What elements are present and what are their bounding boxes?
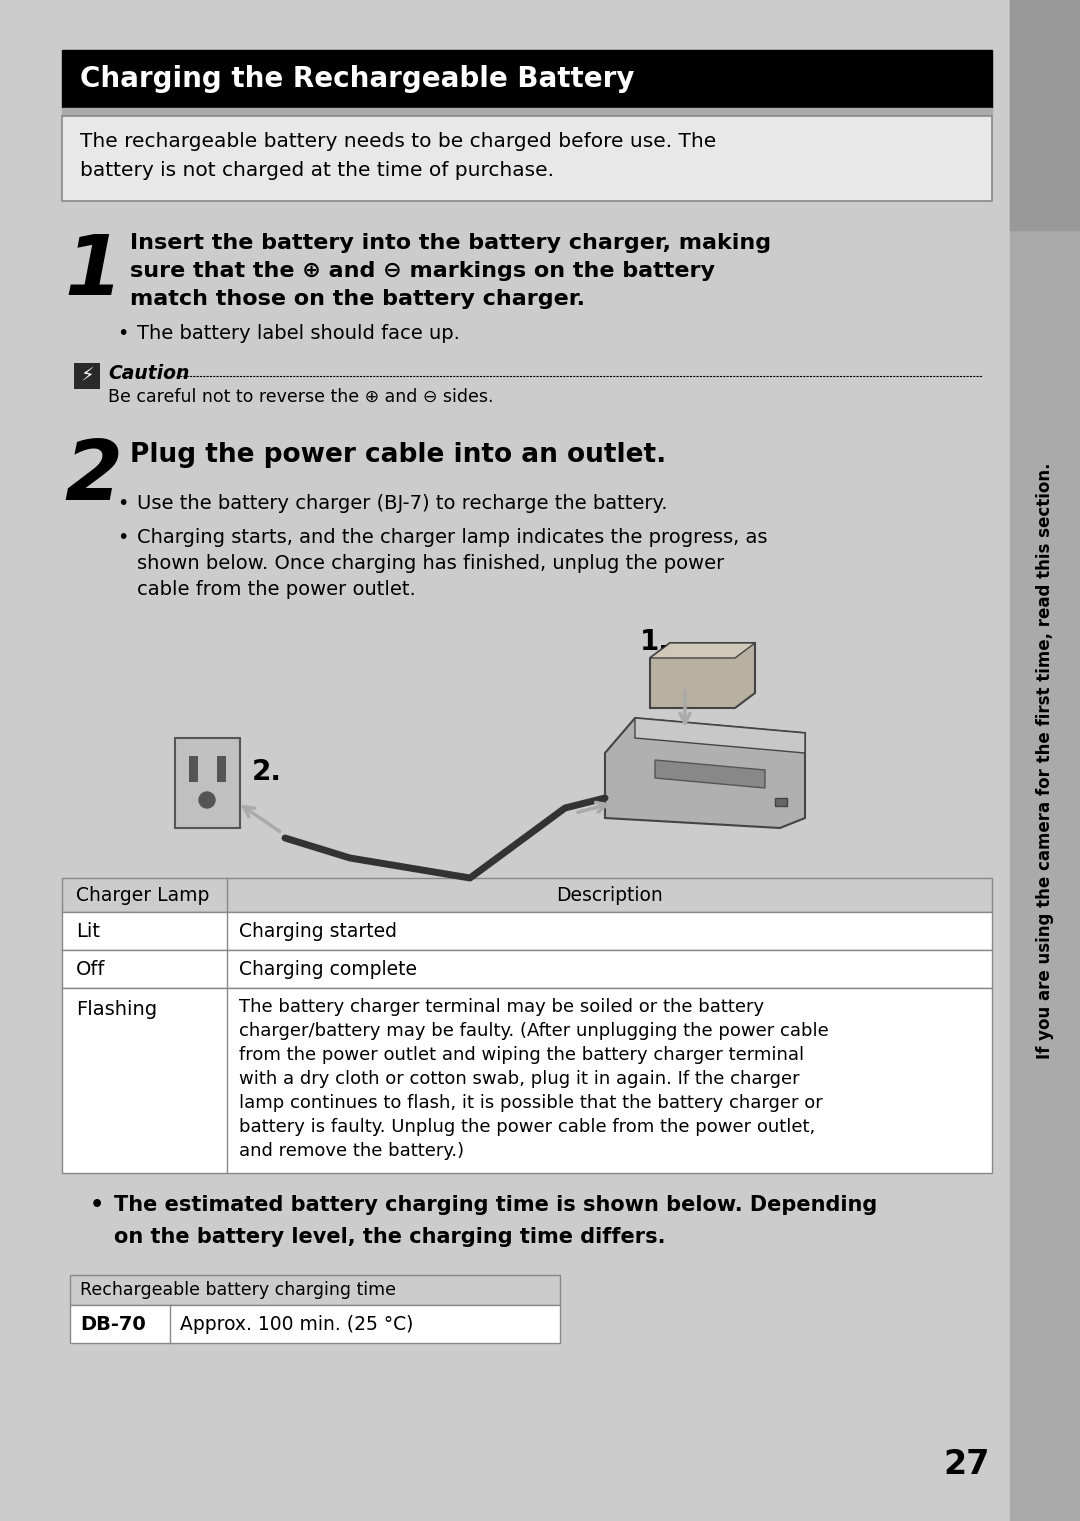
Text: charger/battery may be faulty. (After unplugging the power cable: charger/battery may be faulty. (After un… [239,1022,828,1040]
Text: 2.: 2. [252,757,282,786]
Polygon shape [650,643,755,659]
Text: The rechargeable battery needs to be charged before use. The: The rechargeable battery needs to be cha… [80,132,716,151]
Text: battery is not charged at the time of purchase.: battery is not charged at the time of pu… [80,161,554,179]
Bar [62,878,993,913]
Text: •: • [117,494,129,513]
Text: Insert the battery into the battery charger, making: Insert the battery into the battery char… [130,233,771,252]
Circle shape [199,792,215,808]
Text: battery is faulty. Unplug the power cable from the power outlet,: battery is faulty. Unplug the power cabl… [239,1118,815,1136]
Text: Rechargeable battery charging time: Rechargeable battery charging time [80,1281,396,1299]
Text: match those on the battery charger.: match those on the battery charger. [130,289,585,309]
Text: sure that the ⊕ and ⊖ markings on the battery: sure that the ⊕ and ⊖ markings on the ba… [130,262,715,281]
Text: •: • [117,528,129,548]
Bar [217,756,226,782]
Bar [775,799,787,806]
Bar [189,756,198,782]
Text: Plug the power cable into an outlet.: Plug the power cable into an outlet. [130,443,666,468]
Bar [62,951,993,989]
Text: •: • [117,324,129,344]
Text: Charging starts, and the charger lamp indicates the progress, as: Charging starts, and the charger lamp in… [137,528,768,548]
Text: 1: 1 [64,231,122,312]
Polygon shape [650,643,755,707]
Polygon shape [605,718,805,827]
Text: 2: 2 [64,437,122,517]
Text: Charging complete: Charging complete [239,960,417,980]
Text: shown below. Once charging has finished, unplug the power: shown below. Once charging has finished,… [137,554,725,573]
Bar [70,1305,561,1343]
Bar [75,364,100,389]
Text: •: • [90,1196,105,1215]
Bar [62,50,993,108]
Text: cable from the power outlet.: cable from the power outlet. [137,580,416,599]
Text: ⚡: ⚡ [80,367,94,385]
Text: The estimated battery charging time is shown below. Depending: The estimated battery charging time is s… [114,1196,877,1215]
Text: Charging the Rechargeable Battery: Charging the Rechargeable Battery [80,65,635,93]
Text: Off: Off [76,960,106,980]
Text: 1.: 1. [640,628,670,656]
Bar [62,989,993,1173]
Bar [62,116,993,201]
Bar [62,913,993,951]
Text: Flashing: Flashing [76,999,157,1019]
Text: on the battery level, the charging time differs.: on the battery level, the charging time … [114,1227,665,1247]
Polygon shape [635,718,805,753]
Text: Lit: Lit [76,922,100,941]
Text: Approx. 100 min. (25 °C): Approx. 100 min. (25 °C) [180,1316,414,1334]
Text: Charger Lamp: Charger Lamp [76,887,210,905]
Bar [1010,0,1080,1521]
Text: Caution: Caution [108,364,189,383]
Text: Description: Description [555,887,662,905]
Text: with a dry cloth or cotton swab, plug it in again. If the charger: with a dry cloth or cotton swab, plug it… [239,1069,799,1088]
Text: Use the battery charger (BJ-7) to recharge the battery.: Use the battery charger (BJ-7) to rechar… [137,494,667,513]
Text: Charging started: Charging started [239,922,397,941]
Text: If you are using the camera for the first time, read this section.: If you are using the camera for the firs… [1036,462,1054,1059]
Bar [62,108,993,116]
Text: DB-70: DB-70 [80,1316,146,1334]
Bar [70,1275,561,1305]
Polygon shape [654,760,765,788]
Text: lamp continues to flash, it is possible that the battery charger or: lamp continues to flash, it is possible … [239,1094,823,1112]
Bar [175,738,240,827]
Text: The battery charger terminal may be soiled or the battery: The battery charger terminal may be soil… [239,998,765,1016]
Text: The battery label should face up.: The battery label should face up. [137,324,460,344]
Text: from the power outlet and wiping the battery charger terminal: from the power outlet and wiping the bat… [239,1046,805,1065]
Text: 27: 27 [944,1448,990,1481]
Bar [1010,0,1080,230]
Text: and remove the battery.): and remove the battery.) [239,1142,464,1161]
Text: Be careful not to reverse the ⊕ and ⊖ sides.: Be careful not to reverse the ⊕ and ⊖ si… [108,388,494,406]
